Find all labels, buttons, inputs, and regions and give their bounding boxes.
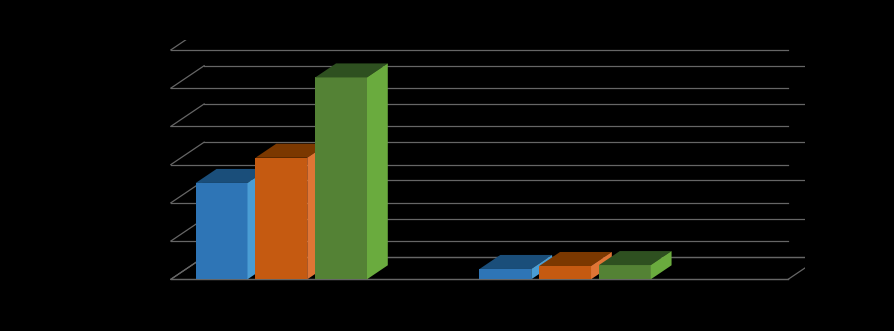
Polygon shape [196, 183, 248, 279]
Polygon shape [248, 169, 268, 279]
Polygon shape [598, 251, 670, 265]
Polygon shape [531, 255, 552, 279]
Polygon shape [538, 266, 590, 279]
Polygon shape [479, 255, 552, 269]
Polygon shape [538, 252, 611, 266]
Polygon shape [598, 265, 650, 279]
Polygon shape [367, 64, 387, 279]
Polygon shape [307, 144, 328, 279]
Polygon shape [315, 77, 367, 279]
Polygon shape [255, 144, 328, 158]
Polygon shape [315, 64, 387, 77]
Polygon shape [479, 269, 531, 279]
Polygon shape [650, 251, 670, 279]
Polygon shape [590, 252, 611, 279]
Polygon shape [196, 169, 268, 183]
Polygon shape [255, 158, 307, 279]
